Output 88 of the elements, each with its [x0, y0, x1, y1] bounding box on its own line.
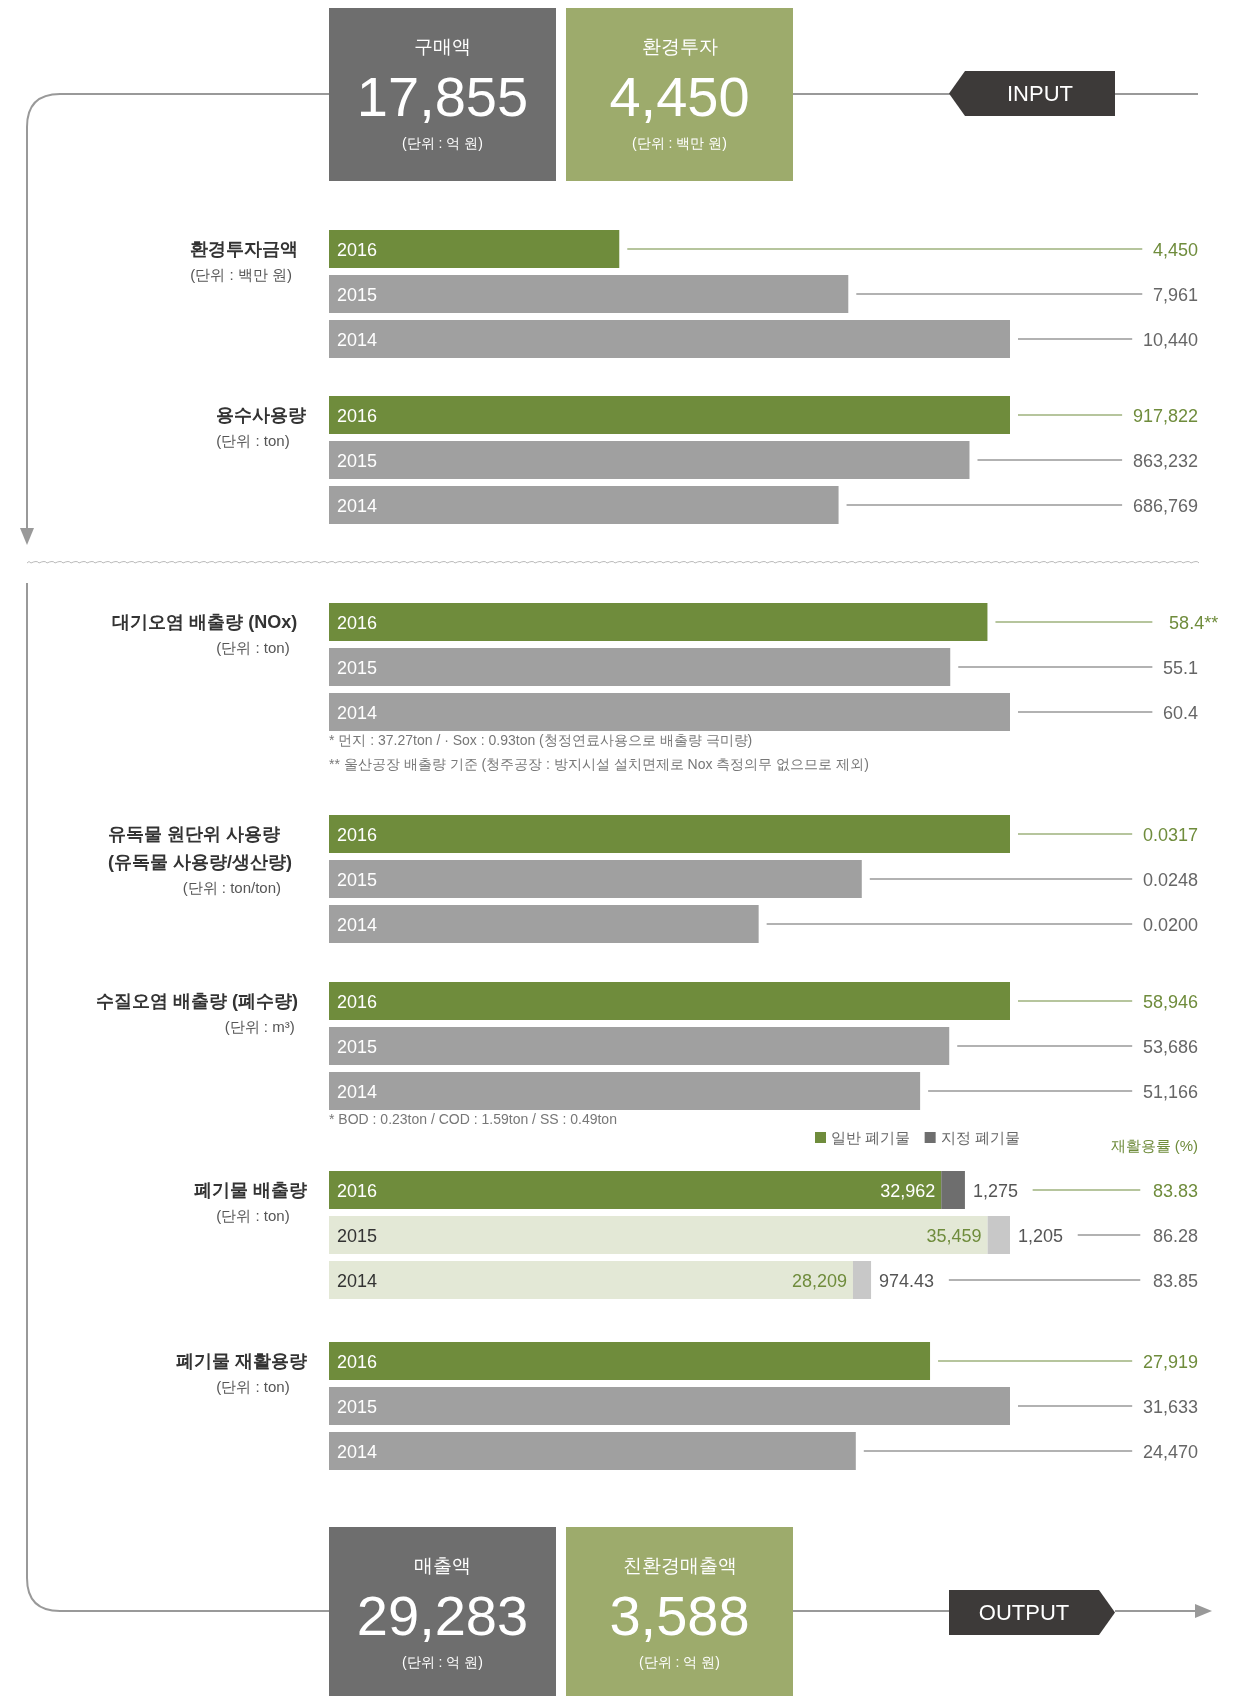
y-tick-label: 2016	[337, 992, 378, 1012]
data-label: 0.0200	[1142, 915, 1198, 935]
text: 83.83	[1152, 1181, 1198, 1201]
text: 대기오염 배출량 (NOx)	[112, 612, 298, 632]
y-tick-label: 2014	[337, 703, 378, 723]
data-label: 32,962	[880, 1181, 936, 1201]
bar	[987, 1216, 1010, 1254]
y-tick-label: 2016	[337, 406, 378, 426]
data-label: 51,166	[1142, 1082, 1198, 1102]
y-tick-label: 2015	[337, 451, 378, 471]
text: 환경투자	[641, 36, 718, 57]
text: 29,283	[356, 1584, 529, 1647]
y-tick-label: 2015	[337, 1226, 378, 1246]
data-label: 0.0317	[1142, 825, 1198, 845]
y-tick-label: 2015	[337, 1397, 378, 1417]
data-label: 0.0248	[1142, 870, 1198, 890]
text: 폐기물 배출량	[193, 1180, 307, 1200]
data-label: 27,919	[1142, 1352, 1198, 1372]
y-tick-label: 2014	[337, 1442, 378, 1462]
text: 수질오염 배출량 (폐수량)	[96, 991, 298, 1011]
data-label: 7,961	[1152, 285, 1198, 305]
data-label: 917,822	[1132, 406, 1198, 426]
data-label: 686,769	[1132, 496, 1198, 516]
y-tick-label: 2014	[337, 330, 378, 350]
data-label: 58,946	[1142, 992, 1198, 1012]
legend-label: 일반 폐기물	[831, 1129, 911, 1146]
text: (단위 : 억 원)	[402, 1654, 483, 1670]
bar	[329, 1216, 988, 1254]
y-tick-label: 2016	[337, 1181, 378, 1201]
y-tick-label: 2015	[337, 285, 378, 305]
data-label: 35,459	[926, 1226, 982, 1246]
text: (단위 : ton)	[216, 639, 290, 656]
data-label: 60.4	[1162, 703, 1198, 723]
text: (단위 : ton)	[216, 1207, 290, 1224]
bar	[329, 1261, 853, 1299]
data-label: 53,686	[1142, 1037, 1198, 1057]
data-label: 974.43	[879, 1271, 935, 1291]
y-tick-label: 2016	[337, 613, 378, 633]
y-tick-label: 2014	[337, 496, 378, 516]
data-label: 55.1	[1162, 658, 1198, 678]
text: 폐기물 재활용량	[175, 1351, 307, 1371]
data-label: 1,205	[1018, 1226, 1064, 1246]
data-label: 31,633	[1142, 1397, 1198, 1417]
y-tick-label: 2015	[337, 870, 378, 890]
text: (단위 : m³)	[224, 1018, 295, 1035]
text: 83.85	[1152, 1271, 1198, 1291]
data-label: 28,209	[791, 1271, 847, 1291]
text: 재활용률 (%)	[1110, 1137, 1198, 1154]
text: 17,855	[356, 65, 529, 128]
y-tick-label: 2014	[337, 1271, 378, 1291]
data-label: 863,232	[1132, 451, 1198, 471]
annotation: * 먼지 : 37.27ton / · Sox : 0.93ton (청정연료사용으로 배출량 극미량)	[329, 732, 753, 748]
text: (단위 : ton)	[216, 432, 290, 449]
bar	[852, 1261, 872, 1299]
text: (단위 : 백만 원)	[190, 266, 293, 283]
data-label: 10,440	[1142, 330, 1198, 350]
bar	[941, 1171, 965, 1209]
text: ** 울산공장 배출량 기준 (청주공장 : 방지시설 설치면제로 Nox 측정의무 없으므로 제외)	[329, 756, 869, 772]
data-label: 1,275	[972, 1181, 1018, 1201]
data-label: 4,450	[1152, 240, 1198, 260]
y-tick-label: 2016	[337, 240, 378, 260]
text: 구매액	[414, 36, 471, 57]
text: (단위 : ton/ton)	[182, 879, 282, 896]
text: (단위 : 백만 원)	[632, 135, 727, 151]
text: OUTPUT	[978, 1600, 1070, 1625]
y-tick-label: 2016	[337, 825, 378, 845]
text: 4,450	[609, 65, 750, 128]
y-tick-label: 2015	[337, 658, 378, 678]
text: (단위 : 억 원)	[402, 135, 483, 151]
text: 매출액	[414, 1555, 471, 1576]
y-tick-label: 2014	[337, 915, 378, 935]
legend-label: 지정 폐기물	[940, 1129, 1020, 1146]
text: 용수사용량	[216, 405, 307, 425]
bar	[329, 1171, 942, 1209]
text: 3,588	[609, 1584, 750, 1647]
text: 86.28	[1152, 1226, 1198, 1246]
annotation: * BOD : 0.23ton / COD : 1.59ton / SS : 0.49ton	[329, 1111, 617, 1127]
text: 환경투자금액	[190, 239, 299, 259]
text: (단위 : 억 원)	[639, 1654, 720, 1670]
text: (단위 : ton)	[216, 1378, 290, 1395]
y-tick-label: 2014	[337, 1082, 378, 1102]
y-tick-label: 2016	[337, 1352, 378, 1372]
data-label: 58.4**	[1169, 613, 1219, 633]
text: 유독물 원단위 사용량 (유독물 사용량/생산량)	[108, 824, 293, 872]
text: INPUT	[1007, 81, 1073, 106]
text: 친환경매출액	[622, 1555, 737, 1576]
y-tick-label: 2015	[337, 1037, 378, 1057]
data-label: 24,470	[1142, 1442, 1198, 1462]
